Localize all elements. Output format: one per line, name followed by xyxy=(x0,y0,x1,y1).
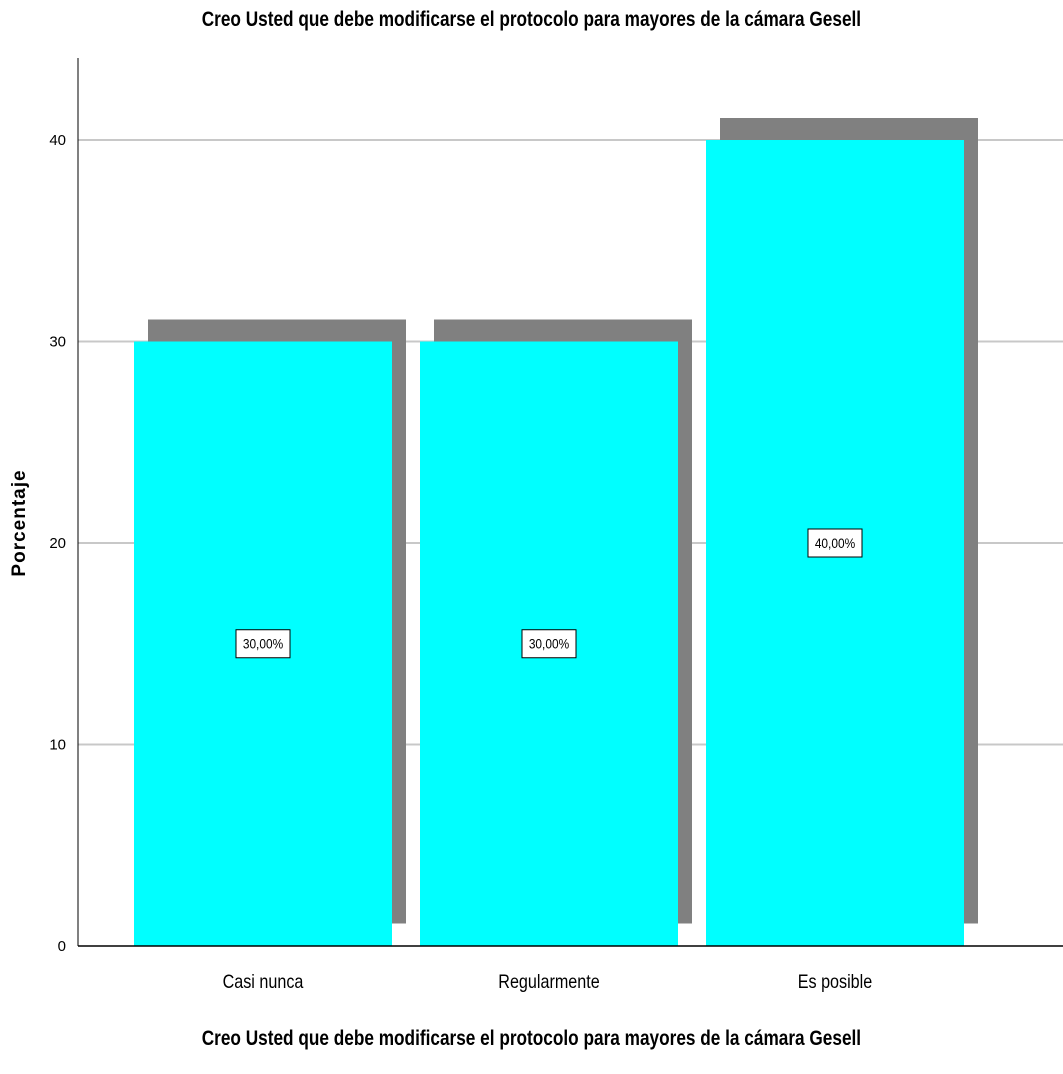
data-label-box xyxy=(521,629,577,659)
x-tick-label: Casi nunca xyxy=(223,971,304,993)
data-label-box xyxy=(235,629,291,659)
x-tick-label: Regularmente xyxy=(498,971,600,993)
y-tick-label: 40 xyxy=(49,132,66,149)
data-label: 30,00% xyxy=(243,636,284,652)
y-tick-label: 10 xyxy=(49,737,66,754)
y-tick-label: 30 xyxy=(49,334,66,351)
data-labels: 30,00% 30,00% 40,00% xyxy=(235,528,863,659)
data-label: 40,00% xyxy=(815,535,856,551)
data-label-box xyxy=(807,528,863,558)
chart-title: Creo Usted que debe modificarse el proto… xyxy=(201,8,862,31)
bars xyxy=(134,140,964,946)
y-tick-label: 0 xyxy=(58,938,66,955)
x-tick-label: Es posible xyxy=(798,971,873,993)
y-tick-label: 20 xyxy=(49,535,66,552)
x-axis-title: Creo Usted que debe modificarse el proto… xyxy=(201,1027,862,1050)
data-label: 30,00% xyxy=(529,636,570,652)
axes: 0 10 20 30 40 Casi nunca Regularmente Es posibl… xyxy=(49,58,1063,992)
